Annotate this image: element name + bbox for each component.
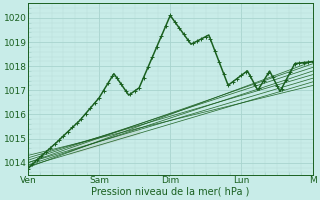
- X-axis label: Pression niveau de la mer( hPa ): Pression niveau de la mer( hPa ): [91, 187, 250, 197]
